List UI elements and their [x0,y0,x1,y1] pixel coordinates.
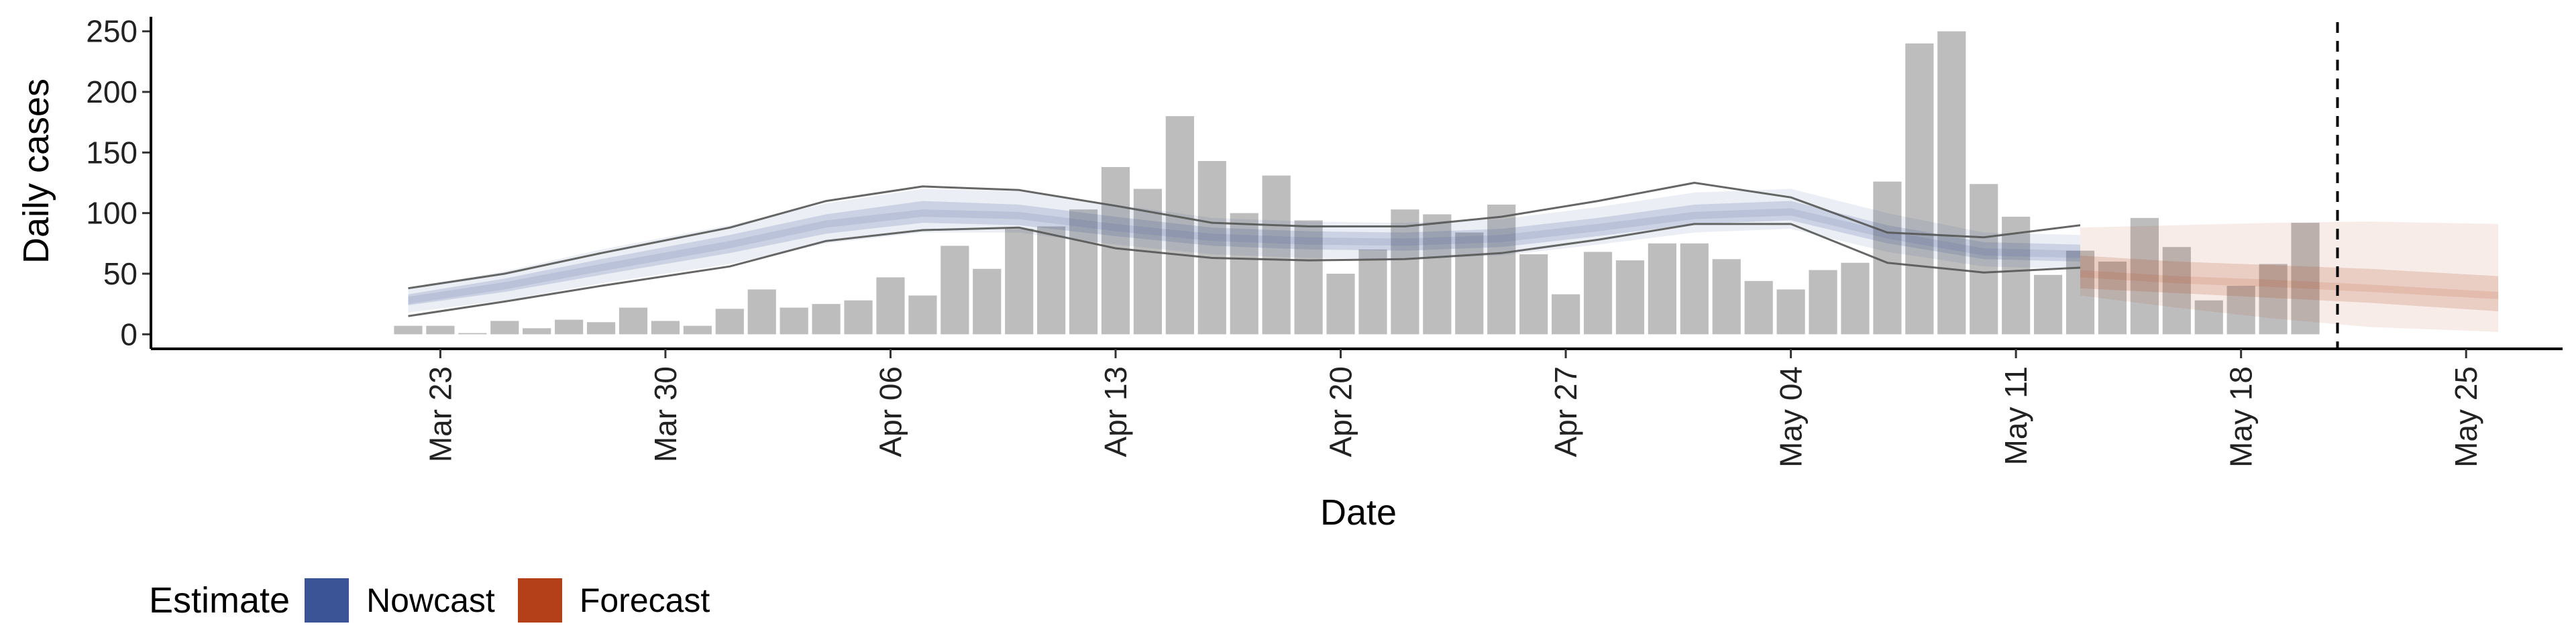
bar [747,289,776,335]
x-tick-label: Apr 06 [873,366,908,458]
bar [2098,261,2127,335]
legend-swatch-nowcast [305,578,350,623]
bar [458,333,487,335]
bar [2130,217,2159,335]
x-tick-label: Apr 13 [1098,366,1133,458]
nowcast-outer-band [408,189,2080,313]
bar [1455,232,1484,335]
bar [683,325,712,335]
x-tick-label: Apr 27 [1548,366,1583,458]
bar [651,321,680,335]
x-tick-label: Mar 30 [648,366,683,462]
bar [1680,243,1709,335]
y-axis-title: Daily cases [16,78,56,264]
bar [1905,43,1934,335]
y-tick-label: 250 [86,14,138,49]
bar [1326,273,1355,335]
bar [394,325,423,335]
bar [812,304,841,335]
bar [1005,229,1034,335]
bar [780,307,808,335]
bar [1262,175,1291,335]
bar [2291,223,2320,335]
bar [1583,252,1613,335]
bar [1294,220,1323,335]
bar [523,328,551,335]
bar [2226,286,2255,335]
x-tick-label: May 25 [2449,366,2483,468]
bar [1358,249,1387,335]
bar [1101,167,1130,335]
bar [1069,209,1098,335]
x-tick-label: May 04 [1774,366,1809,468]
bar [1037,226,1066,335]
forecast-outer-band [2080,221,2499,332]
bar [1230,213,1258,335]
y-tick-marks [142,30,151,335]
bar [2194,300,2223,335]
nowcast-upper-bound-line [408,182,2081,290]
y-tick-label: 50 [103,256,138,291]
bar [586,322,616,335]
forecast-inner-band [2080,255,2499,311]
x-axis-title: Date [1320,492,1397,533]
axes [150,17,2563,350]
bar [2033,274,2063,335]
bar [619,307,648,335]
bar [1841,262,1870,335]
legend: Estimate Nowcast Forecast [149,577,733,624]
bar [1197,160,1226,335]
y-tick-label: 150 [86,135,138,170]
bar [1165,116,1194,335]
bar [1615,260,1645,335]
legend-item-forecast: Forecast [517,578,710,623]
x-tick-label: May 18 [2224,366,2259,468]
x-tick-label: Apr 20 [1324,366,1358,458]
bar [1744,280,1773,335]
bar [426,325,455,335]
x-tick-label: May 11 [1998,366,2033,465]
forecast-median-band [2080,270,2499,299]
y-tick-labels: 0 50 100 150 200 250 [86,14,138,352]
bar [1551,294,1580,335]
nowcast-inner-band [408,201,2080,305]
bar [2065,250,2095,335]
bar [973,268,1002,335]
y-tick-label: 200 [86,74,138,109]
bar [941,246,969,335]
bar [490,321,519,335]
bar [1519,254,1548,335]
nowcast-lower-bound-line [408,223,2081,317]
bar [1776,289,1805,335]
bar [1809,270,1837,335]
x-ticks: Mar 23 Mar 30 Apr 06 Apr 13 Apr 20 Apr 27 May … [423,349,2483,468]
bar [1712,259,1741,335]
legend-label-nowcast: Nowcast [366,582,495,619]
legend-title: Estimate [149,580,290,621]
x-tick-label: Mar 23 [423,366,458,462]
bar [1970,184,1998,335]
bar [908,295,937,335]
bar [1423,214,1452,335]
bar [844,300,873,335]
bar [2162,247,2191,335]
y-tick-label: 100 [86,196,138,231]
ribbons [408,182,2499,332]
bar [1391,209,1419,335]
bar [1487,205,1516,335]
bar [2002,217,2031,335]
bar [1937,31,1966,335]
legend-swatch-forecast [517,578,562,623]
bar [715,309,744,335]
y-tick-label: 0 [120,317,138,352]
bar [555,319,584,335]
bar [2259,264,2288,335]
legend-label-forecast: Forecast [579,582,710,619]
legend-item-nowcast: Nowcast [305,578,495,623]
bars [394,31,2320,335]
bar [876,277,905,335]
bar [1648,243,1676,335]
